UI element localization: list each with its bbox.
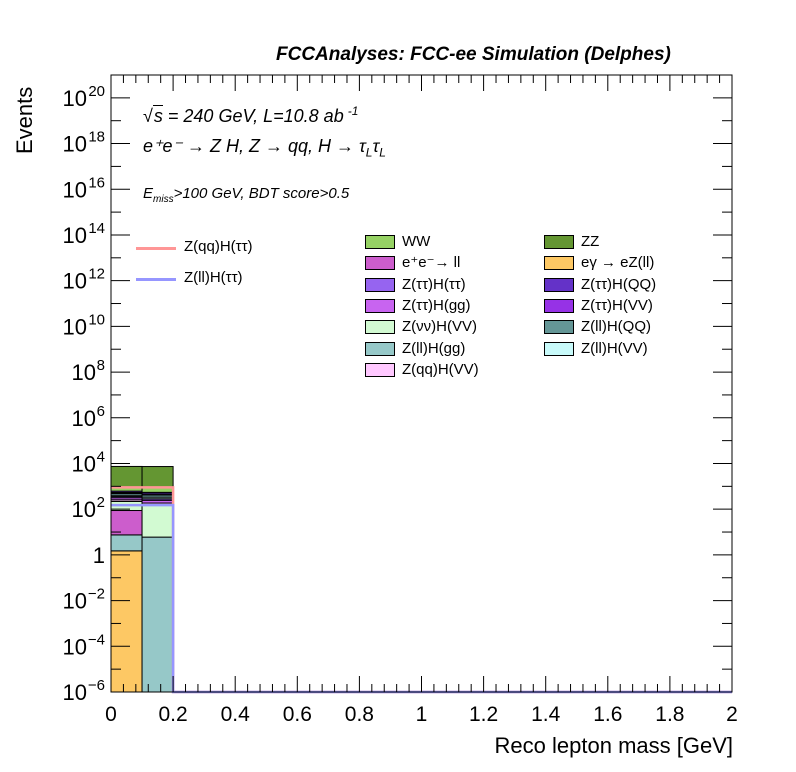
y-tick-label: 10 xyxy=(63,680,87,705)
legend-label: Z(qq)H(ττ) xyxy=(184,238,253,255)
x-tick-label: 2 xyxy=(726,703,738,726)
legend-label: Z(ττ)H(VV) xyxy=(581,297,653,314)
energy-lumi-annotation: √s = 240 GeV, L=10.8 ab -1 xyxy=(143,104,359,126)
process-tau2: τ xyxy=(372,136,380,156)
x-tick-label: 1.6 xyxy=(593,703,622,726)
bar-12-bin-1 xyxy=(141,466,174,489)
process-sub1: L xyxy=(365,145,373,160)
y-tick-exponent: 2 xyxy=(97,494,105,511)
y-tick-exponent: 16 xyxy=(88,174,105,191)
bar-12-bin-0 xyxy=(110,465,143,488)
y-tick-label: 10 xyxy=(63,132,87,157)
y-tick-label: 10 xyxy=(63,269,87,294)
legend-label: e⁺e⁻→ ll xyxy=(402,254,461,271)
x-tick-label: 1.4 xyxy=(531,703,561,726)
y-tick-exponent: −4 xyxy=(88,631,105,648)
selection-e: E xyxy=(143,185,154,202)
y-tick-label: 10 xyxy=(63,177,87,202)
bar-1-bin-1 xyxy=(141,536,174,693)
legend-line-zll-htautau xyxy=(136,278,176,281)
x-tick-label: 1 xyxy=(416,703,428,726)
x-axis-label: Reco lepton mass [GeV] xyxy=(494,733,733,758)
y-tick-label: 10 xyxy=(63,314,87,339)
x-tick-label: 1.2 xyxy=(469,703,498,726)
bar-3-bin-1 xyxy=(141,504,174,538)
y-tick-exponent: 18 xyxy=(88,129,105,146)
legend-label: ZZ xyxy=(581,233,600,250)
bar-11-bin-1 xyxy=(141,487,174,493)
process-text: e⁺e⁻ → Z H, Z → qq, H → τ xyxy=(143,136,366,156)
y-tick-label: 10 xyxy=(72,360,96,385)
energy-lumi-text: = 240 GeV, L=10.8 ab xyxy=(162,106,344,126)
legend-label: eγ → eZ(ll) xyxy=(581,254,655,271)
legend-label: Z(ττ)H(ττ) xyxy=(402,276,466,293)
legend-label: Z(ll)H(VV) xyxy=(581,340,648,357)
legend-label: Z(ll)H(gg) xyxy=(402,340,466,357)
bar-2-bin-0 xyxy=(110,510,143,536)
plot-frame xyxy=(110,74,733,693)
y-tick-exponent: −6 xyxy=(88,677,105,694)
stacked-bars xyxy=(110,465,174,693)
legend-label: WW xyxy=(402,233,431,250)
x-tick-label: 0.8 xyxy=(345,703,374,726)
x-tick-label: 0 xyxy=(105,703,117,726)
series-line-0 xyxy=(111,486,732,694)
signal-lines xyxy=(111,486,732,694)
legend-label: Z(ττ)H(QQ) xyxy=(581,276,657,293)
axes xyxy=(110,74,733,693)
x-tick-label: 0.4 xyxy=(221,703,251,726)
legend-label: Z(qq)H(VV) xyxy=(402,361,479,378)
y-tick-exponent: 14 xyxy=(88,220,105,237)
y-tick-label: 10 xyxy=(72,451,96,476)
y-tick-exponent: 8 xyxy=(97,357,105,374)
legend-label: Z(νν)H(VV) xyxy=(402,318,477,335)
y-tick-exponent: 20 xyxy=(88,83,105,100)
x-tick-label: 0.6 xyxy=(283,703,312,726)
tick-labels: 0 0.2 0.4 0.6 0.8 1 1.2 1.4 1.6 1.8 210 −610 −410 −21… xyxy=(63,83,738,726)
selection-sub: miss xyxy=(153,194,174,205)
legend-label: Z(ττ)H(gg) xyxy=(402,297,471,314)
legend-line-zqq-htautau xyxy=(136,247,176,250)
y-tick-label: 10 xyxy=(63,589,87,614)
chart-title: FCCAnalyses: FCC-ee Simulation (Delphes) xyxy=(276,44,671,65)
bar-1-bin-0 xyxy=(110,534,143,552)
legend-label: Z(ll)H(ττ) xyxy=(184,269,243,286)
y-tick-exponent: 10 xyxy=(88,311,105,328)
series-line-1 xyxy=(111,503,732,694)
selection-rest: >100 GeV, BDT score>0.5 xyxy=(173,185,350,202)
y-tick-label: 10 xyxy=(63,86,87,111)
y-tick-exponent: 4 xyxy=(97,448,105,465)
y-axis-label: Events xyxy=(12,86,37,154)
lumi-exponent: -1 xyxy=(347,104,359,118)
y-tick-label: 10 xyxy=(72,406,96,431)
y-tick-label: 10 xyxy=(63,223,87,248)
y-tick-exponent: −2 xyxy=(88,586,105,603)
legend-label: Z(ll)H(QQ) xyxy=(581,318,651,335)
process-annotation: e⁺e⁻ → Z H, Z → qq, H → τLτL xyxy=(143,136,386,160)
y-tick-label: 10 xyxy=(72,497,96,522)
bar-0-bin-0 xyxy=(110,550,143,693)
y-tick-exponent: 12 xyxy=(88,266,105,283)
x-tick-label: 1.8 xyxy=(655,703,684,726)
selection-annotation: Emiss>100 GeV, BDT score>0.5 xyxy=(143,185,349,205)
sqrt-s-text: s xyxy=(152,105,163,126)
process-sub2: L xyxy=(379,145,386,160)
y-tick-label: 10 xyxy=(63,634,87,659)
y-tick-label: 1 xyxy=(93,543,105,568)
y-tick-exponent: 6 xyxy=(97,403,105,420)
x-tick-label: 0.2 xyxy=(158,703,187,726)
